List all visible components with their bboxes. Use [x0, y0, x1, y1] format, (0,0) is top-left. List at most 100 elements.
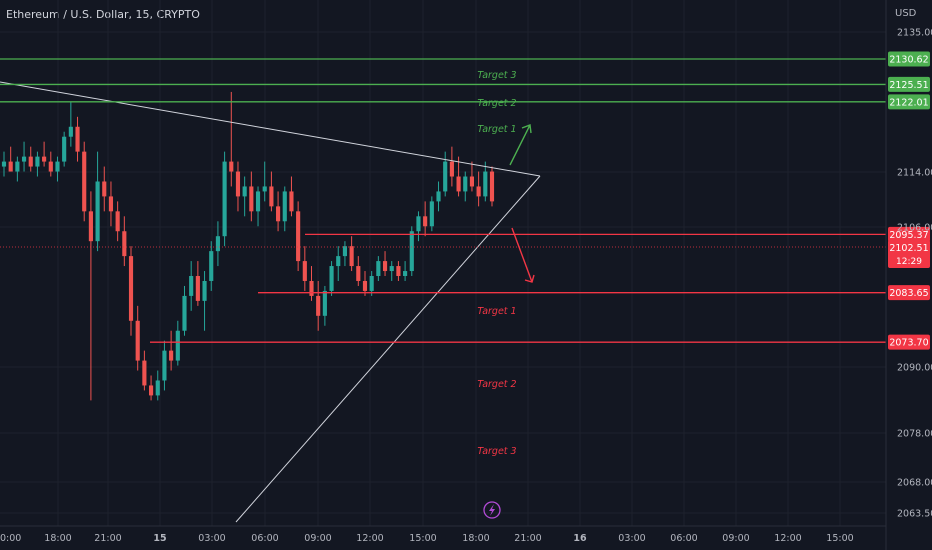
- up-target-annotation: Target 2: [477, 98, 516, 109]
- candle: [382, 251, 388, 277]
- candle: [316, 280, 321, 331]
- price-tick-label: 2078.00: [897, 429, 932, 440]
- target-levels: 2130.62 2125.51 2122.01 2095.37 2083.65 2073.…: [0, 51, 930, 457]
- down-target-annotation: Target 1: [477, 306, 516, 317]
- candle: [209, 241, 214, 291]
- candle: [449, 146, 454, 187]
- candle: [162, 340, 167, 391]
- candle: [443, 151, 448, 197]
- current-price-tag: 2102.51 12:29: [888, 240, 930, 268]
- price-tick-label: 2135.00: [897, 28, 932, 39]
- candle: [235, 161, 241, 212]
- candle: [229, 91, 234, 187]
- lightning-icon: [483, 501, 501, 519]
- time-axis: 0:00 18:00 21:00 15 03:00 06:00 09:00 12:00 15:0…: [0, 525, 886, 544]
- candle: [182, 285, 187, 336]
- currency-label: USD: [895, 8, 917, 19]
- candle: [95, 151, 100, 252]
- time-tick-label: 21:00: [514, 533, 541, 544]
- candle: [489, 166, 495, 207]
- candle: [416, 211, 421, 242]
- candle: [249, 171, 254, 222]
- bullish-arrow: [509, 124, 532, 166]
- candle: [48, 151, 53, 177]
- time-tick-label: 21:00: [94, 533, 121, 544]
- time-tick-label: 18:00: [44, 533, 71, 544]
- candle: [302, 246, 307, 291]
- candle: [202, 271, 207, 331]
- candle: [42, 141, 47, 167]
- time-tick-label: 15:00: [826, 533, 853, 544]
- price-level-tag: 2122.01: [888, 94, 930, 110]
- candle: [142, 350, 147, 391]
- svg-text:2125.51: 2125.51: [889, 80, 928, 91]
- candle: [322, 285, 327, 326]
- price-level-tag: 2095.37: [888, 226, 930, 242]
- price-tick-label: 2068.00: [897, 478, 932, 489]
- price-axis: 2063.50 2068.00 2078.00 2090.00 2106.00 2114.…: [885, 0, 932, 550]
- candle: [122, 216, 127, 267]
- candle: [396, 261, 401, 281]
- time-tick-label: 12:00: [356, 533, 383, 544]
- countdown-label: 12:29: [896, 257, 922, 267]
- drawings: [0, 81, 541, 523]
- candle: [356, 256, 361, 286]
- time-tick-label: 15:00: [409, 533, 436, 544]
- candle: [436, 181, 441, 212]
- candle: [35, 151, 40, 177]
- candle: [215, 221, 220, 267]
- candle: [115, 201, 120, 242]
- time-tick-label: 03:00: [198, 533, 225, 544]
- candle: [262, 161, 267, 202]
- candle: [342, 241, 348, 267]
- candle: [456, 156, 461, 197]
- candle: [128, 246, 134, 336]
- candle: [276, 191, 281, 232]
- price-level-tag: 2130.62: [888, 51, 930, 67]
- time-tick-label: 12:00: [774, 533, 801, 544]
- triangle-upper-trendline: [0, 81, 541, 177]
- svg-text:2073.70: 2073.70: [889, 338, 928, 349]
- candle: [88, 191, 93, 401]
- svg-text:2122.01: 2122.01: [889, 97, 928, 108]
- candle: [429, 196, 434, 232]
- candle: [336, 246, 341, 281]
- time-tick-label: 06:00: [251, 533, 278, 544]
- price-level-tag: 2073.70: [888, 334, 930, 350]
- candle: [62, 131, 67, 167]
- candle: [75, 116, 80, 162]
- price-level-tag: 2125.51: [888, 76, 930, 92]
- symbol-title: Ethereum / U.S. Dollar, 15, CRYPTO: [6, 8, 200, 21]
- up-target-annotation: Target 3: [477, 70, 516, 81]
- candle: [369, 271, 374, 296]
- candle: [282, 186, 287, 232]
- candle: [189, 261, 194, 311]
- svg-text:2130.62: 2130.62: [889, 55, 928, 66]
- price-tick-label: 2114.00: [897, 168, 932, 179]
- candle: [463, 171, 468, 202]
- candle: [309, 266, 314, 301]
- candle: [296, 201, 301, 272]
- candle: [289, 176, 294, 217]
- candle: [195, 261, 200, 306]
- price-tick-label: 2063.50: [897, 509, 932, 520]
- candle: [349, 236, 354, 272]
- candle: [362, 271, 368, 296]
- candle: [389, 261, 394, 281]
- candle: [155, 370, 160, 401]
- candles: [1, 91, 495, 401]
- price-tick-label: 2090.00: [897, 363, 932, 374]
- candle: [169, 330, 174, 371]
- candle: [55, 156, 60, 182]
- time-tick-label: 06:00: [670, 533, 697, 544]
- candle: [28, 146, 33, 172]
- time-tick-label: 0:00: [0, 533, 21, 544]
- time-tick-label: 15: [153, 533, 166, 544]
- time-tick-label: 09:00: [304, 533, 331, 544]
- candle: [175, 320, 180, 366]
- candle: [8, 146, 13, 172]
- candle: [469, 161, 475, 192]
- current-price-label: 2102.51: [889, 243, 928, 254]
- candle: [222, 151, 227, 247]
